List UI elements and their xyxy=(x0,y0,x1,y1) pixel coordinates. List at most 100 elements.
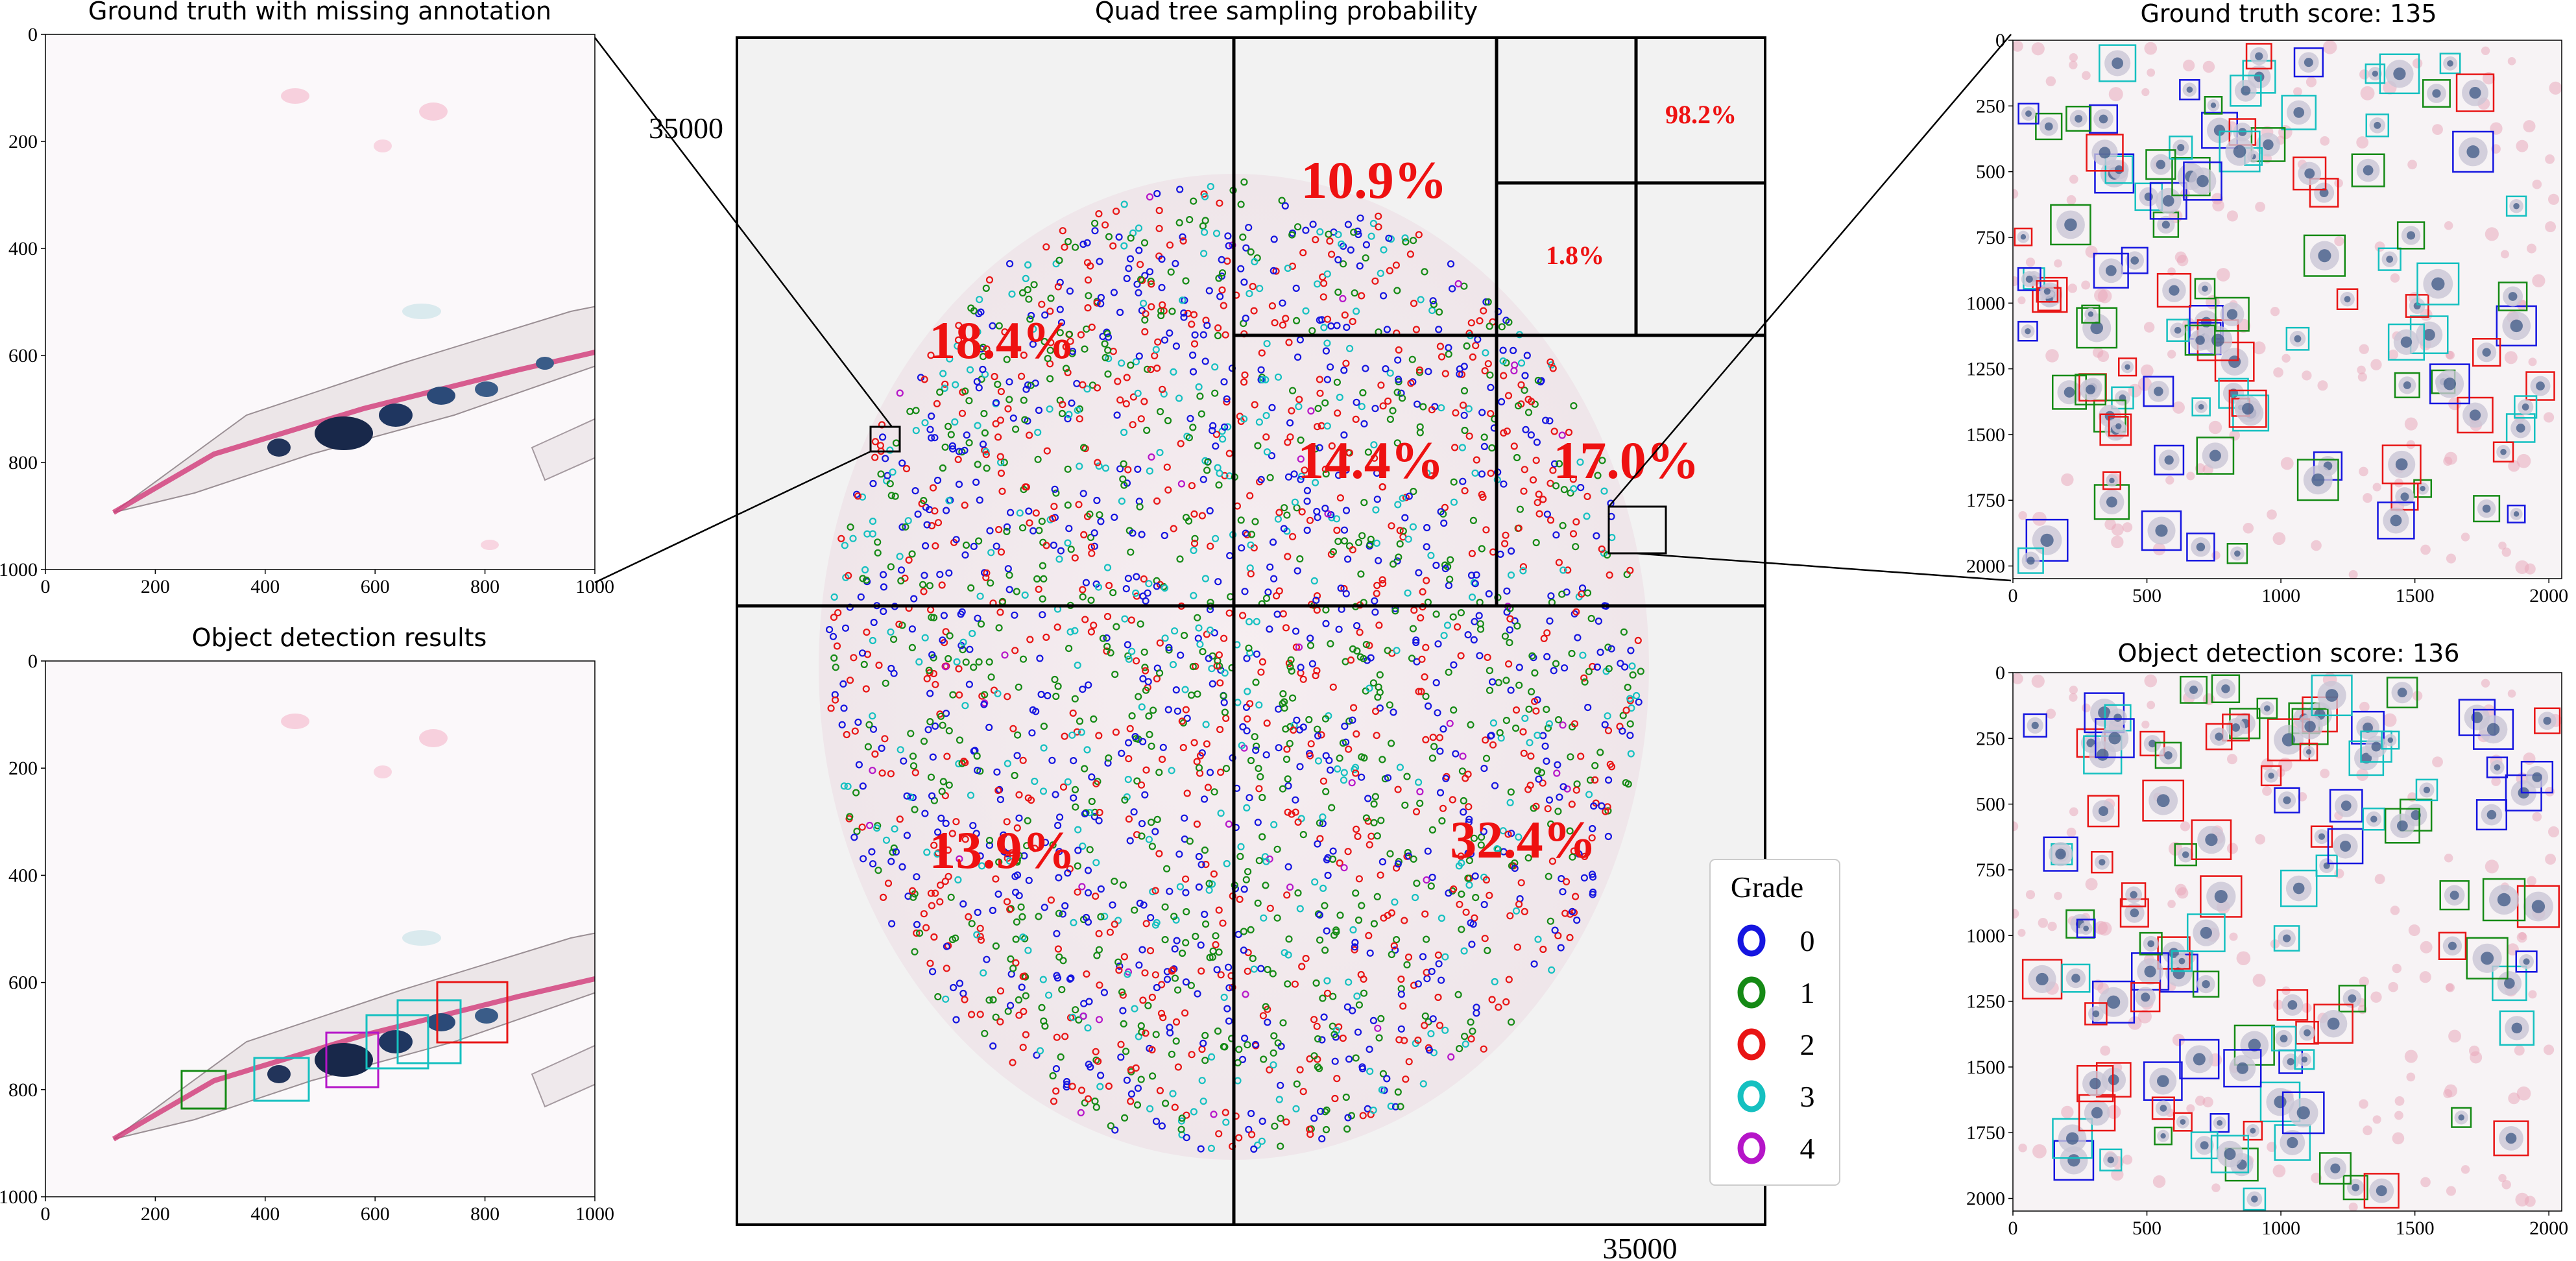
cell-marker xyxy=(1205,287,1213,294)
cell-marker xyxy=(1620,628,1628,636)
annotation-box xyxy=(2219,130,2261,173)
nucleus xyxy=(2144,192,2153,201)
cell-marker xyxy=(1191,331,1199,339)
nucleus xyxy=(2099,114,2108,124)
cell-marker xyxy=(1268,451,1276,460)
cell-marker xyxy=(980,969,987,977)
cell-marker xyxy=(1456,1044,1463,1053)
cell-marker xyxy=(1437,508,1445,516)
cell-marker xyxy=(1093,952,1101,959)
cell-marker xyxy=(1131,1005,1138,1013)
cell-marker xyxy=(1079,381,1087,389)
cell-marker xyxy=(1162,865,1171,872)
rbc-cell xyxy=(2508,460,2520,472)
cell-marker xyxy=(1414,400,1421,408)
cell-marker xyxy=(1215,1130,1223,1138)
cell-marker xyxy=(1296,905,1304,913)
tick-label: 800 xyxy=(8,452,38,474)
cell-marker xyxy=(1403,961,1411,968)
cell-marker xyxy=(1302,954,1310,963)
cell-marker xyxy=(1161,935,1169,944)
nucleus xyxy=(2209,450,2221,462)
cell-marker xyxy=(1323,339,1331,347)
cell-marker xyxy=(1441,953,1449,961)
cell-marker xyxy=(992,875,1000,883)
cell-marker xyxy=(1157,311,1165,320)
cell-marker xyxy=(951,418,959,426)
cell-marker xyxy=(989,1042,997,1050)
cell-marker xyxy=(1182,939,1190,946)
cell-marker xyxy=(974,908,981,917)
cell-marker xyxy=(1245,618,1253,626)
annotation-box xyxy=(2076,1064,2114,1103)
rbc-cell xyxy=(2100,1045,2111,1056)
cell-marker xyxy=(1084,276,1092,284)
cell-marker xyxy=(1473,1003,1480,1011)
cell-marker xyxy=(1415,569,1423,577)
rbc-cell xyxy=(2211,1183,2221,1192)
cell-marker xyxy=(865,721,873,728)
cell-marker xyxy=(1322,347,1330,355)
cell-marker xyxy=(1410,855,1417,863)
cell-marker xyxy=(1345,717,1353,725)
cell-marker xyxy=(1551,926,1559,934)
tick-label: 1750 xyxy=(1966,1122,2005,1144)
cell-marker xyxy=(1468,593,1476,601)
cell-marker xyxy=(955,322,963,330)
annotation-box xyxy=(2274,787,2300,813)
annotation-box xyxy=(2377,501,2415,540)
cell-marker xyxy=(1250,307,1258,315)
cell-marker xyxy=(1046,307,1054,315)
rbc-cell xyxy=(2106,1105,2121,1120)
cell-marker xyxy=(1064,414,1072,423)
annotation-box xyxy=(2455,73,2495,112)
cell-marker xyxy=(1336,911,1344,919)
cell-marker xyxy=(1563,878,1571,885)
cell-marker xyxy=(1193,758,1201,765)
cell-marker xyxy=(1207,1144,1216,1153)
tick-label: 800 xyxy=(8,1079,38,1101)
cell-marker xyxy=(1416,423,1424,431)
cell-marker xyxy=(1095,210,1103,218)
cell-marker xyxy=(1210,870,1218,878)
annotation-box xyxy=(2293,47,2324,78)
cell-marker xyxy=(925,666,933,675)
rbc-cell xyxy=(2082,71,2091,80)
cell-marker xyxy=(1480,828,1487,835)
cell-marker xyxy=(1156,407,1164,416)
cell-marker xyxy=(1024,817,1031,824)
nucleus xyxy=(2504,978,2515,989)
cell-marker xyxy=(908,625,917,633)
cell-marker xyxy=(903,832,911,839)
cell-marker xyxy=(1270,821,1278,828)
cell-marker xyxy=(1286,419,1294,427)
cell-marker xyxy=(1524,786,1532,793)
cell-marker xyxy=(1544,805,1552,813)
cell-marker xyxy=(1340,776,1348,784)
cell-marker xyxy=(1299,830,1307,839)
percent-label: 18.4% xyxy=(929,311,1076,370)
cell-marker xyxy=(1024,286,1031,294)
cell-marker xyxy=(1236,895,1244,904)
cell-marker xyxy=(1373,590,1380,597)
cell-marker xyxy=(1013,731,1022,739)
cell-marker xyxy=(1122,400,1130,408)
cell-marker xyxy=(1066,287,1074,295)
cell-marker xyxy=(1354,1028,1362,1036)
nucleus xyxy=(2091,1107,2103,1119)
cell-marker xyxy=(1532,457,1540,464)
cell-marker xyxy=(1042,542,1050,549)
nucleus xyxy=(2363,165,2374,176)
cell-marker xyxy=(907,793,915,801)
rbc-cell xyxy=(2514,1045,2525,1056)
nucleus xyxy=(2162,195,2174,207)
rbc-cell xyxy=(2372,483,2381,492)
cell-marker xyxy=(1216,725,1224,734)
cell-marker xyxy=(1264,1018,1271,1026)
cell-marker xyxy=(897,566,906,574)
cell-marker xyxy=(1520,749,1528,757)
cell-marker xyxy=(1480,764,1488,773)
cell-marker xyxy=(1224,423,1232,431)
cell-marker xyxy=(1528,398,1535,405)
cell-marker xyxy=(1117,1053,1125,1061)
